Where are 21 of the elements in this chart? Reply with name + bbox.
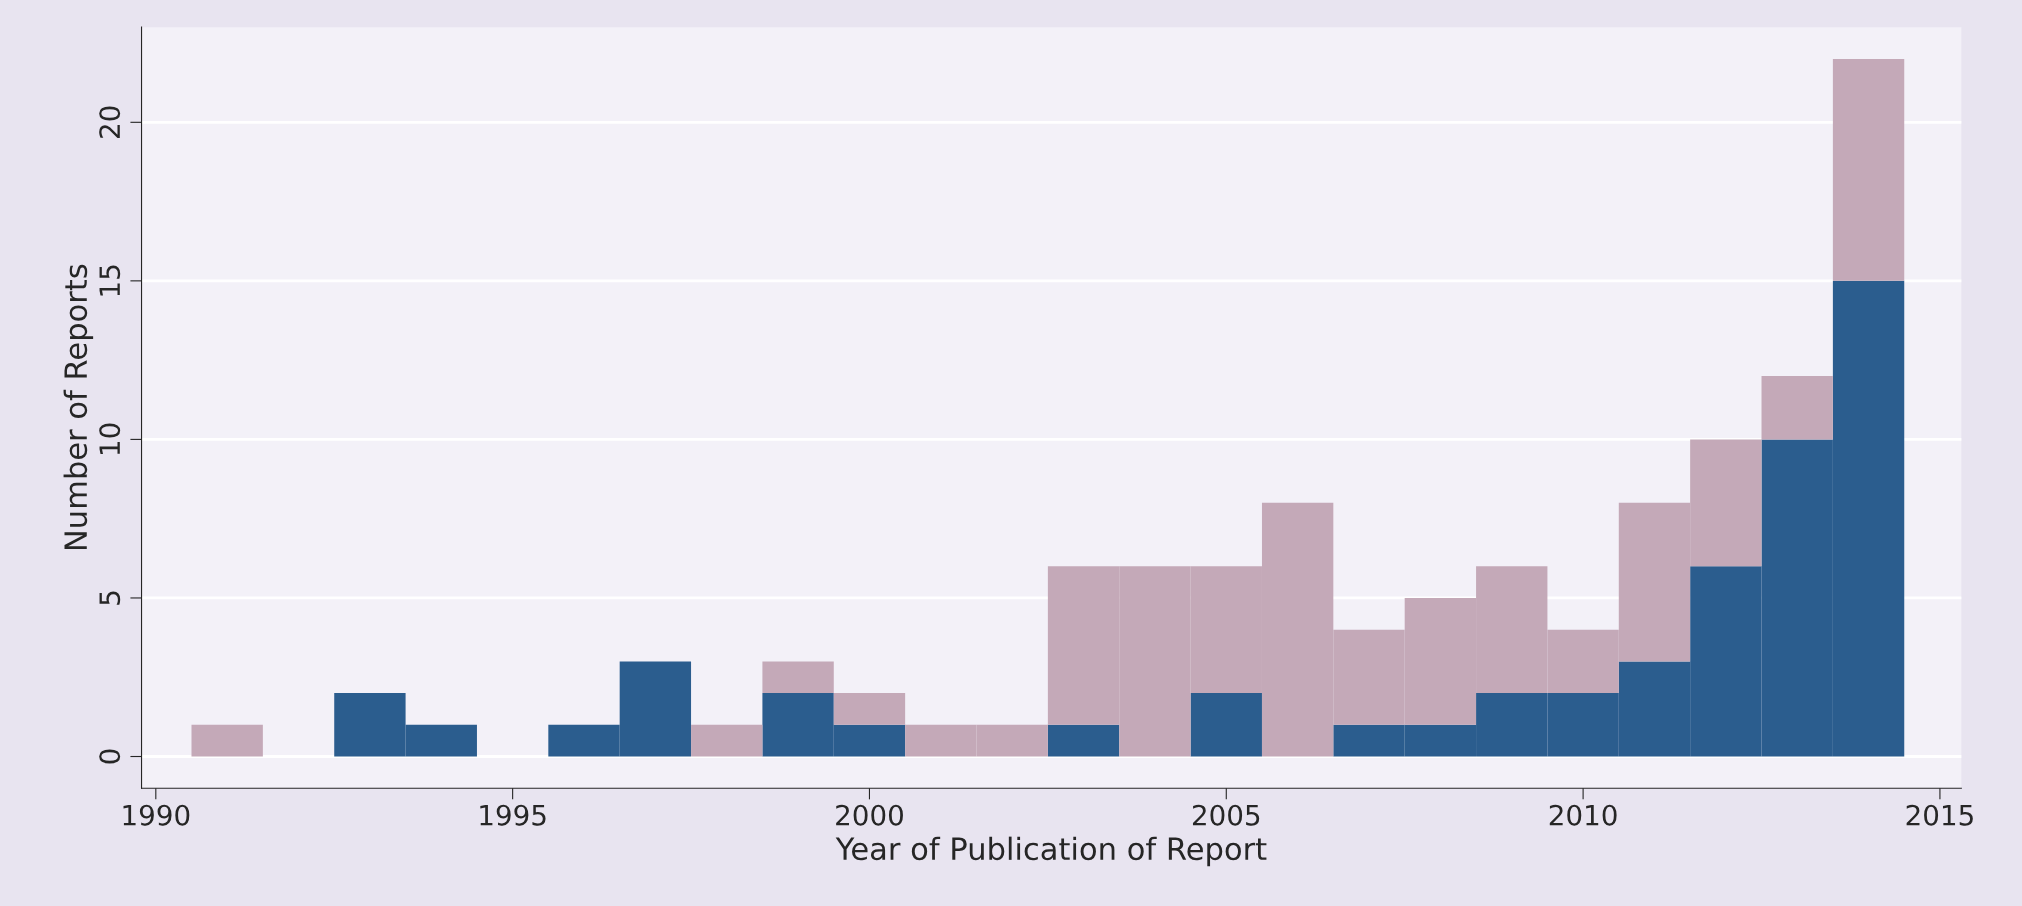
bar: [833, 693, 906, 725]
x-axis-title: Year of Publication of Report: [835, 836, 1267, 867]
y-axis-title: Number of Reports: [63, 264, 94, 550]
bar: [762, 661, 834, 694]
x-tick-label: 1990: [123, 804, 190, 826]
y-tick-label: 0: [99, 749, 121, 764]
bar: [1190, 693, 1262, 757]
y-tick-label: 15: [99, 265, 121, 296]
x-tick-label: 2005: [1192, 804, 1260, 826]
y-tick-label: 20: [99, 106, 121, 138]
bar: [1761, 375, 1833, 440]
x-tick-label: 2000: [836, 804, 903, 826]
bar: [1832, 58, 1905, 281]
y-tick-label: 5: [99, 591, 121, 605]
bar: [691, 724, 763, 757]
x-tick-label: 1995: [480, 804, 546, 826]
bar: [191, 724, 263, 757]
x-tick-label: 2010: [1549, 804, 1617, 826]
x-tick-label: 2015: [1906, 804, 1973, 826]
bar: [1047, 724, 1120, 757]
y-tick-label: 10: [99, 423, 121, 455]
